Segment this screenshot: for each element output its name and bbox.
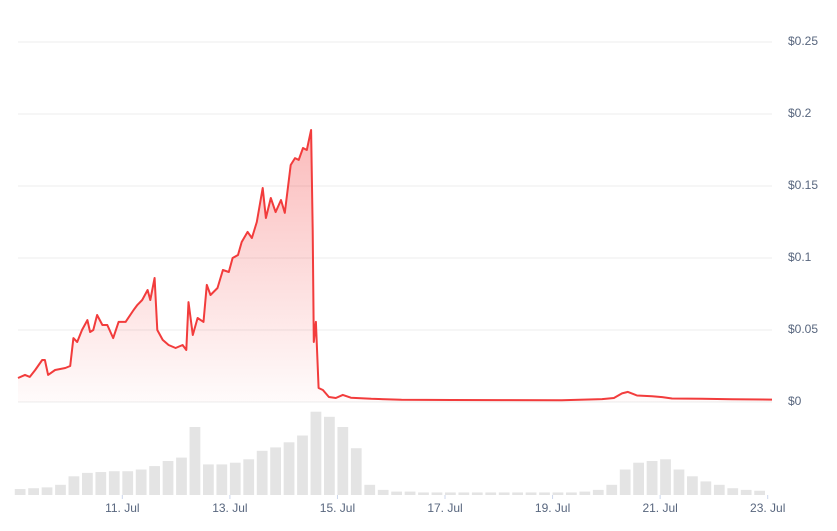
volume-bar <box>633 462 645 495</box>
volume-bar <box>512 492 523 495</box>
volume-bar <box>391 491 402 495</box>
volume-bar <box>229 462 241 495</box>
volume-bar <box>579 491 591 495</box>
x-tick-label: 23. Jul <box>750 501 785 515</box>
x-tick-label: 13. Jul <box>212 501 247 515</box>
volume-bar <box>270 447 281 495</box>
volume-bar <box>525 492 537 495</box>
volume-bar <box>700 481 712 495</box>
volume-bar <box>445 492 456 495</box>
volume-bar <box>189 427 201 495</box>
volume-bar <box>646 461 658 495</box>
volume-bar <box>122 471 134 495</box>
volume-bar <box>539 492 550 495</box>
price-area <box>18 130 772 402</box>
y-tick-label: $0.15 <box>788 178 818 192</box>
volume-bar <box>458 492 470 495</box>
volume-bar <box>337 427 349 495</box>
volume-bar <box>498 492 510 495</box>
y-tick-label: $0.1 <box>788 250 812 264</box>
volume-bar <box>135 469 147 495</box>
volume-bar <box>162 461 174 495</box>
volume-bar <box>552 492 564 495</box>
volume-bar <box>364 484 376 495</box>
volume-bar <box>687 476 698 495</box>
price-line <box>17 129 773 402</box>
volume-bar <box>471 492 483 495</box>
volume-bar <box>243 459 255 495</box>
volume-bar <box>28 488 39 495</box>
volume-bar <box>431 492 443 495</box>
y-tick-label: $0 <box>788 394 802 408</box>
volume-bar <box>81 472 93 495</box>
y-tick-label: $0.2 <box>788 106 812 120</box>
y-tick-label: $0.25 <box>788 34 818 48</box>
volume-bar <box>727 488 739 495</box>
volume-bar <box>485 492 497 495</box>
volume-bar <box>606 484 618 495</box>
x-tick-label: 11. Jul <box>105 501 139 515</box>
volume-bar <box>149 466 160 495</box>
volume-bar <box>283 442 295 495</box>
volume-bar <box>55 484 66 495</box>
volume-bar <box>203 464 214 495</box>
volume-bar <box>324 416 335 495</box>
volume-bar <box>673 469 685 495</box>
volume-bar <box>660 459 671 495</box>
volume-bar <box>592 489 604 495</box>
volume-bar <box>256 450 268 495</box>
volume-bar <box>216 464 228 495</box>
volume-bar <box>297 435 308 495</box>
volume-bar <box>14 489 26 495</box>
x-tick-label: 15. Jul <box>320 501 355 515</box>
volume-bar <box>377 489 389 495</box>
volume-bar <box>350 448 362 495</box>
x-tick-label: 17. Jul <box>427 501 462 515</box>
volume-bar <box>41 487 53 495</box>
volume-bar <box>713 484 725 495</box>
volume-bar <box>418 492 429 495</box>
volume-bar <box>68 476 80 495</box>
x-tick-label: 21. Jul <box>642 501 677 515</box>
volume-bar <box>310 411 322 495</box>
x-tick-label: 19. Jul <box>535 501 570 515</box>
volume-bar <box>108 471 120 495</box>
volume-bar <box>619 469 631 495</box>
volume-bar <box>754 490 766 495</box>
volume-bar <box>740 489 752 495</box>
volume-bar <box>176 457 187 495</box>
volume-bar <box>95 472 107 495</box>
y-tick-label: $0.05 <box>788 322 818 336</box>
volume-bar <box>404 491 416 495</box>
volume-bar <box>566 492 577 495</box>
